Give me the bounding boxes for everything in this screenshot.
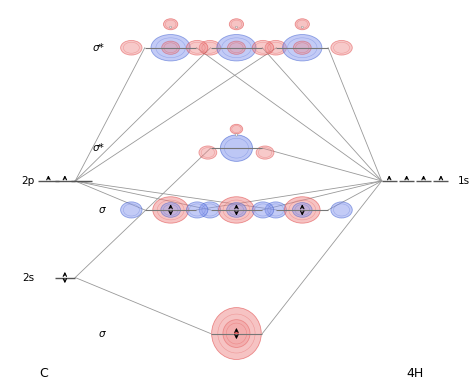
Ellipse shape <box>199 202 221 218</box>
Ellipse shape <box>170 26 172 28</box>
Ellipse shape <box>252 202 273 218</box>
Text: C: C <box>39 367 48 380</box>
Text: σ*: σ* <box>93 43 105 53</box>
Ellipse shape <box>120 202 142 218</box>
Ellipse shape <box>235 134 238 136</box>
Text: 2p: 2p <box>21 176 34 186</box>
Ellipse shape <box>331 40 352 55</box>
Ellipse shape <box>230 124 243 134</box>
Text: σ: σ <box>98 329 105 338</box>
Ellipse shape <box>217 35 256 61</box>
Ellipse shape <box>331 202 352 218</box>
Ellipse shape <box>223 320 250 347</box>
Text: σ*: σ* <box>93 143 105 153</box>
Ellipse shape <box>220 135 253 161</box>
Ellipse shape <box>211 308 261 359</box>
Ellipse shape <box>186 202 208 218</box>
Ellipse shape <box>164 19 178 30</box>
Text: 4H: 4H <box>407 367 424 380</box>
Ellipse shape <box>293 41 311 54</box>
Ellipse shape <box>219 197 255 223</box>
Ellipse shape <box>199 40 221 55</box>
Text: σ: σ <box>98 205 105 215</box>
Ellipse shape <box>292 203 312 217</box>
Ellipse shape <box>252 40 273 55</box>
Ellipse shape <box>229 19 244 30</box>
Ellipse shape <box>295 19 310 30</box>
Ellipse shape <box>228 41 246 54</box>
Ellipse shape <box>161 203 181 217</box>
Ellipse shape <box>265 40 286 55</box>
Ellipse shape <box>199 146 217 159</box>
Ellipse shape <box>236 26 237 28</box>
Ellipse shape <box>153 197 189 223</box>
Ellipse shape <box>301 26 303 28</box>
Ellipse shape <box>234 332 239 335</box>
Ellipse shape <box>186 40 208 55</box>
Ellipse shape <box>120 40 142 55</box>
Ellipse shape <box>265 202 286 218</box>
Ellipse shape <box>151 35 190 61</box>
Ellipse shape <box>256 146 274 159</box>
Text: 1s: 1s <box>457 176 470 186</box>
Ellipse shape <box>284 197 320 223</box>
Ellipse shape <box>162 41 180 54</box>
Ellipse shape <box>227 203 246 217</box>
Ellipse shape <box>283 35 322 61</box>
Text: 2s: 2s <box>22 273 34 282</box>
